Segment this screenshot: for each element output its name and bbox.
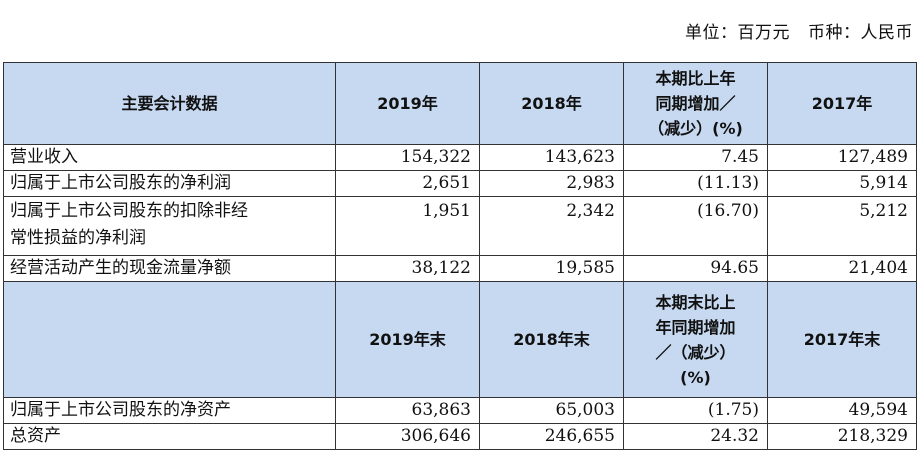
- value-change: (16.70): [623, 196, 768, 256]
- header-2019: 2019年: [335, 62, 480, 145]
- value-2019: 63,863: [335, 397, 480, 424]
- value-change: 24.32: [623, 423, 768, 450]
- table-row: 归属于上市公司股东的净资产 63,863 65,003 (1.75) 49,59…: [3, 397, 917, 424]
- table-header-row: 主要会计数据 2019年 2018年 本期比上年 同期增加／ （减少）(%) 2…: [3, 62, 917, 145]
- header-2019-end: 2019年末: [335, 281, 480, 398]
- header-2017-end: 2017年末: [767, 281, 917, 398]
- value-2019: 1,951: [335, 196, 480, 256]
- row-label: 总资产: [3, 423, 336, 450]
- value-2017: 127,489: [767, 144, 917, 171]
- value-2018: 65,003: [479, 397, 624, 424]
- value-2017: 5,212: [767, 196, 917, 256]
- value-2017: 21,404: [767, 255, 917, 282]
- value-2018: 19,585: [479, 255, 624, 282]
- table-row: 经营活动产生的现金流量净额 38,122 19,585 94.65 21,404: [3, 255, 917, 282]
- header-2018-end: 2018年末: [479, 281, 624, 398]
- header-2018: 2018年: [479, 62, 624, 145]
- key-accounting-data-table: 主要会计数据 2019年 2018年 本期比上年 同期增加／ （减少）(%) 2…: [3, 62, 917, 450]
- value-2017: 49,594: [767, 397, 917, 424]
- value-2017: 5,914: [767, 170, 917, 197]
- unit-currency-note: 单位：百万元 币种：人民币: [685, 18, 913, 43]
- value-2018: 2,342: [479, 196, 624, 256]
- value-2017: 218,329: [767, 423, 917, 450]
- table-header-row-period-end: 2019年末 2018年末 本期末比上 年同期增加 ／（减少） (%) 2017…: [3, 281, 917, 398]
- value-2018: 143,623: [479, 144, 624, 171]
- table-row: 归属于上市公司股东的扣除非经 常性损益的净利润 1,951 2,342 (16.…: [3, 196, 917, 256]
- value-2019: 154,322: [335, 144, 480, 171]
- value-change: 94.65: [623, 255, 768, 282]
- row-label: 营业收入: [3, 144, 336, 171]
- table-row: 总资产 306,646 246,655 24.32 218,329: [3, 423, 917, 450]
- value-2019: 2,651: [335, 170, 480, 197]
- value-2018: 2,983: [479, 170, 624, 197]
- value-2019: 306,646: [335, 423, 480, 450]
- table-row: 归属于上市公司股东的净利润 2,651 2,983 (11.13) 5,914: [3, 170, 917, 197]
- header-main-data: 主要会计数据: [3, 62, 336, 145]
- currency-label: 币种：人民币: [808, 23, 913, 43]
- value-2018: 246,655: [479, 423, 624, 450]
- header-empty: [3, 281, 336, 398]
- value-change: 7.45: [623, 144, 768, 171]
- value-change: (11.13): [623, 170, 768, 197]
- header-2017: 2017年: [767, 62, 917, 145]
- row-label: 经营活动产生的现金流量净额: [3, 255, 336, 282]
- header-change: 本期比上年 同期增加／ （减少）(%): [623, 62, 768, 145]
- header-change-end: 本期末比上 年同期增加 ／（减少） (%): [623, 281, 768, 398]
- row-label: 归属于上市公司股东的扣除非经 常性损益的净利润: [3, 196, 336, 256]
- table-row: 营业收入 154,322 143,623 7.45 127,489: [3, 144, 917, 171]
- row-label: 归属于上市公司股东的净利润: [3, 170, 336, 197]
- value-change: (1.75): [623, 397, 768, 424]
- unit-label: 单位：百万元: [685, 23, 790, 43]
- row-label: 归属于上市公司股东的净资产: [3, 397, 336, 424]
- value-2019: 38,122: [335, 255, 480, 282]
